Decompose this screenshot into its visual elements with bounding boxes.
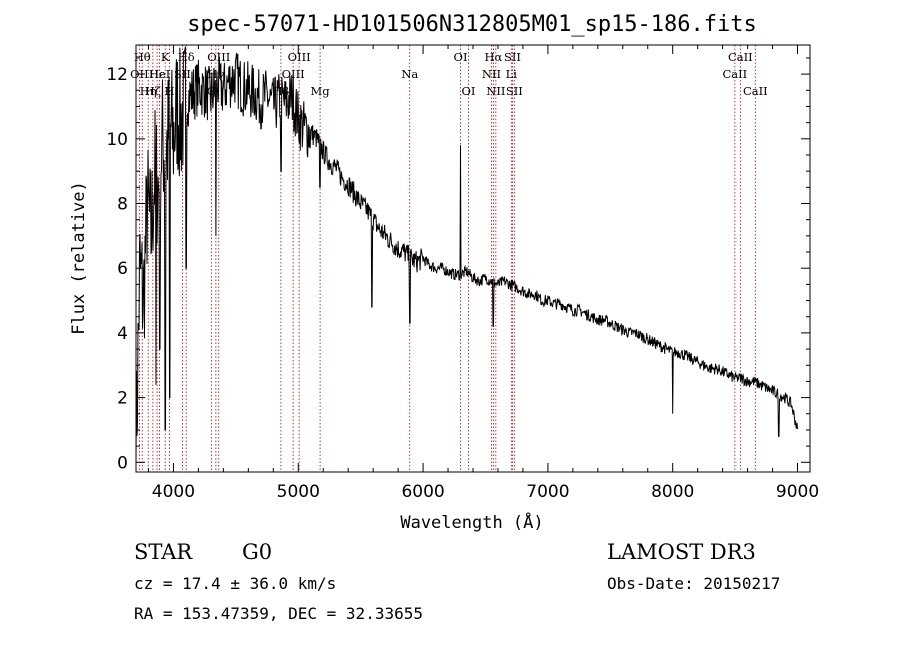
y-tick-label-3: 6 [117, 259, 128, 279]
survey-name: LAMOST DR3 [607, 540, 756, 564]
line-label-1: Hθ [134, 50, 151, 64]
x-tick-label-2: 6000 [401, 482, 444, 502]
line-label-15: OIII [288, 50, 311, 64]
x-tick-label-3: 7000 [526, 482, 569, 502]
y-tick-label-4: 8 [117, 195, 128, 215]
spectral-line-markers [138, 45, 756, 472]
line-label-20: NII [482, 67, 501, 81]
y-tick-label-1: 2 [117, 389, 128, 409]
x-tick-label-1: 5000 [277, 482, 320, 502]
axis-ticks: 4000 5000 6000 7000 8000 9000 0 2 4 6 8 10 12 [106, 45, 819, 502]
redshift-text: cz = 17.4 ± 36.0 km/s [134, 574, 337, 593]
x-tick-label-5: 9000 [776, 482, 819, 502]
line-label-23: Li [506, 67, 518, 81]
line-label-10: G [207, 84, 216, 98]
y-tick-label-5: 10 [106, 130, 128, 150]
line-label-11: Hγ [207, 67, 224, 81]
x-tick-label-0: 4000 [152, 482, 195, 502]
object-class: STAR [134, 540, 193, 564]
line-label-25: SII [506, 84, 523, 98]
plot-frame [135, 44, 811, 473]
line-label-19: OI [462, 84, 476, 98]
y-tick-label-6: 12 [106, 65, 128, 85]
line-label-8: SII [174, 67, 191, 81]
line-label-21: Hα [484, 50, 502, 64]
line-label-18: OI [454, 50, 468, 64]
line-label-7: H [165, 84, 175, 98]
chart-title: spec-57071-HD101506N312805M01_sp15-186.f… [187, 12, 757, 37]
line-label-3: Hζ [145, 84, 161, 98]
line-label-6: K [161, 50, 170, 64]
line-label-4: Hε [149, 67, 165, 81]
line-label-28: CaII [743, 84, 768, 98]
spectrum-series [135, 46, 798, 463]
line-label-14: OIII [282, 67, 305, 81]
line-label-27: CaII [728, 50, 753, 64]
obs-date-text: Obs-Date: 20150217 [607, 574, 781, 593]
line-label-5: HeI [149, 67, 170, 81]
x-tick-label-4: 8000 [651, 482, 694, 502]
x-axis-label: Wavelength (Å) [400, 511, 543, 533]
y-axis-label: Flux (relative) [69, 181, 89, 335]
object-subclass: G0 [242, 540, 273, 564]
line-label-13: Hβ [273, 84, 290, 98]
spectrum-line [135, 46, 798, 463]
spectrum-chart: spec-57071-HD101506N312805M01_sp15-186.f… [69, 12, 819, 533]
line-label-17: Na [401, 67, 418, 81]
line-label-22: NII [486, 84, 505, 98]
line-label-0: OII [130, 67, 149, 81]
y-tick-label-2: 4 [117, 324, 128, 344]
line-label-12: OIII [207, 50, 230, 64]
line-label-24: SII [504, 50, 521, 64]
coordinates-text: RA = 153.47359, DEC = 32.33655 [134, 604, 423, 623]
line-label-16: Mg [311, 84, 331, 98]
line-label-2: Hη [140, 84, 157, 98]
line-label-9: Hδ [178, 50, 195, 64]
line-label-26: CaII [722, 67, 747, 81]
y-tick-label-0: 0 [117, 453, 128, 473]
